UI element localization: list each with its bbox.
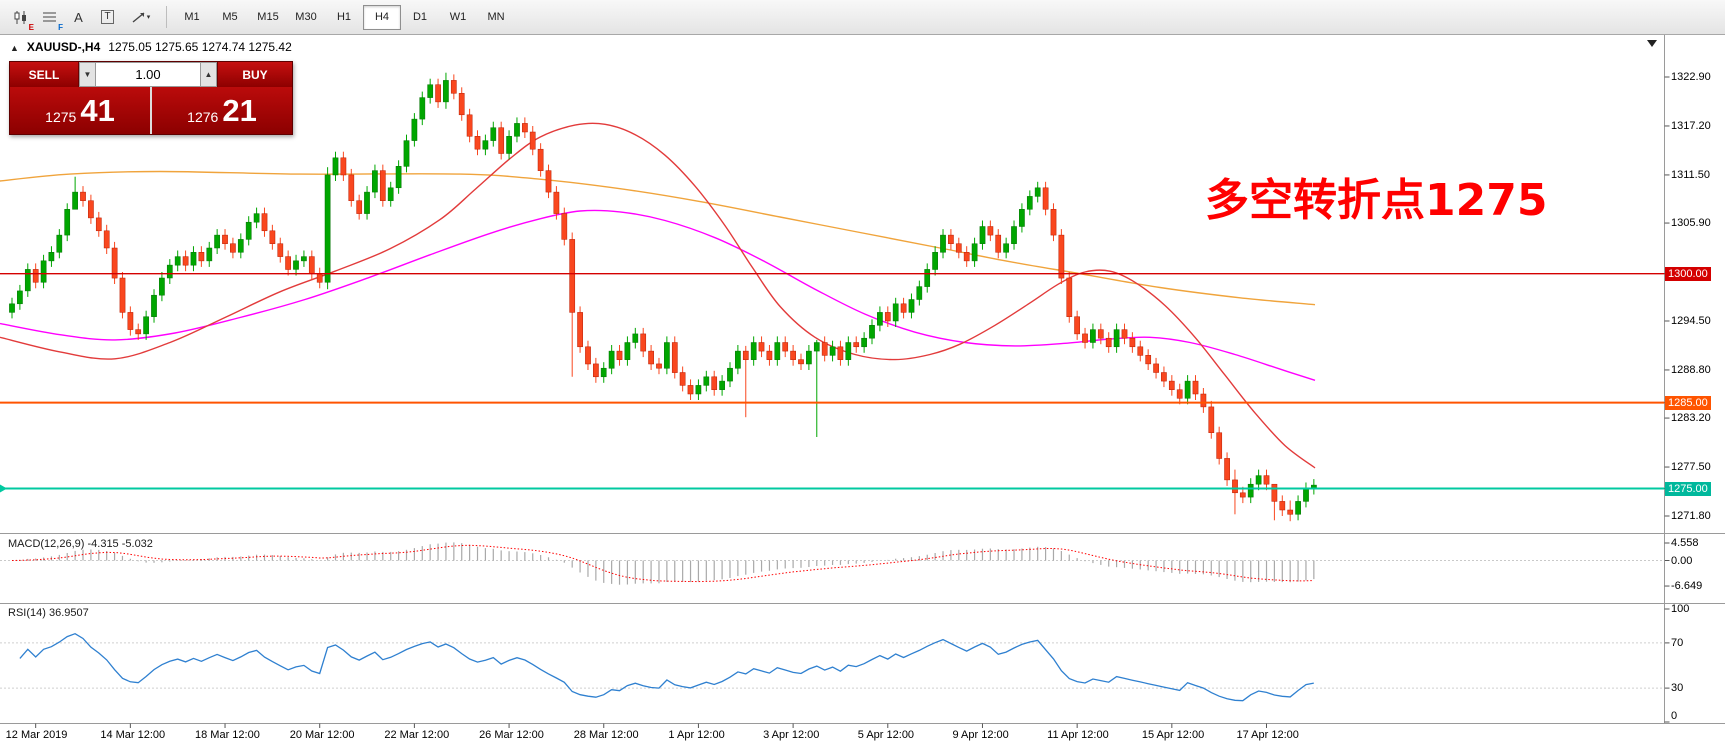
time-axis-label: 3 Apr 12:00 xyxy=(763,729,820,741)
time-axis-label: 14 Mar 12:00 xyxy=(100,729,166,741)
annotation-text: 多空转折点1275 xyxy=(1205,175,1548,226)
price-tick-label: 1277.50 xyxy=(1671,461,1711,474)
rsi-label: RSI(14) 36.9507 xyxy=(8,607,89,619)
indicator-list-icon xyxy=(43,12,56,21)
line-studies-button[interactable]: ▾ xyxy=(122,3,160,31)
rsi-axis-label: 100 xyxy=(1671,603,1690,615)
label-tool-icon: T xyxy=(101,10,114,24)
chart-header: ▲ XAUUSD-,H4 1275.05 1275.65 1274.74 127… xyxy=(10,40,292,54)
chart-corner-marker-icon xyxy=(1647,40,1657,47)
rsi-axis-label: 30 xyxy=(1671,682,1684,695)
sell-price-main: 1275 xyxy=(45,108,77,125)
text-tool-button[interactable]: A xyxy=(64,3,93,31)
tf-button-H4[interactable]: H4 xyxy=(363,4,401,30)
indicators-button[interactable]: F xyxy=(35,3,64,32)
price-tick-label: 1317.20 xyxy=(1671,119,1711,132)
buy-price-main: 1276 xyxy=(187,108,219,125)
macd-axis-label: 0.00 xyxy=(1671,554,1693,567)
icon-sub-letter: E xyxy=(28,23,34,32)
time-axis-label: 11 Apr 12:00 xyxy=(1047,729,1109,741)
macd-label: MACD(12,26,9) -4.315 -5.032 xyxy=(8,538,153,550)
tf-button-H1[interactable]: H1 xyxy=(336,11,352,23)
price-level-badge: 1275.00 xyxy=(1665,481,1711,496)
toolbar-separator xyxy=(166,6,167,28)
chevron-down-icon: ▾ xyxy=(146,14,151,21)
timeframe-group: M1 M5 M15 M30 H1 H4 D1 W1 MN xyxy=(173,4,515,30)
tf-button-W1[interactable]: W1 xyxy=(449,11,467,23)
label-tool-button[interactable]: T xyxy=(93,3,122,31)
volume-decrease-button[interactable]: ▼ xyxy=(79,62,96,87)
time-axis-label: 15 Apr 12:00 xyxy=(1141,729,1205,741)
price-tick-label: 1271.80 xyxy=(1671,510,1711,522)
text-tool-icon: A xyxy=(74,9,83,25)
rsi-axis-label: 0 xyxy=(1671,710,1678,722)
time-axis-label: 1 Apr 12:00 xyxy=(668,729,725,741)
sell-price-display[interactable]: 1275 41 xyxy=(10,87,150,134)
price-tick-label: 1294.50 xyxy=(1671,314,1711,327)
buy-price-pips: 21 xyxy=(222,93,257,128)
macd-axis-label: 4.558 xyxy=(1671,536,1699,549)
ma-orange xyxy=(0,170,1316,306)
time-axis-label: 9 Apr 12:00 xyxy=(952,729,1009,741)
trendline-icon xyxy=(132,11,145,23)
price-tick-label: 1311.50 xyxy=(1671,168,1710,181)
spin-down-icon: ▼ xyxy=(83,70,92,79)
tf-button-M30[interactable]: M30 xyxy=(295,11,317,23)
price-axis[interactable] xyxy=(1665,35,1725,724)
spin-up-icon: ▲ xyxy=(204,70,213,79)
time-axis-label: 5 Apr 12:00 xyxy=(857,729,915,741)
price-level-badge: 1300.00 xyxy=(1665,266,1711,281)
sell-price-pips: 41 xyxy=(80,93,115,128)
buy-button[interactable]: BUY xyxy=(217,62,292,87)
time-axis-label: 18 Mar 12:00 xyxy=(195,729,260,741)
sell-button[interactable]: SELL xyxy=(10,62,79,87)
macd-axis-label: -6.649 xyxy=(1671,580,1703,593)
price-tick-label: 1322.90 xyxy=(1671,71,1711,83)
time-axis-label: 26 Mar 12:00 xyxy=(479,729,544,741)
tf-button-M15[interactable]: M15 xyxy=(257,11,279,23)
rsi-axis-label: 70 xyxy=(1671,636,1684,649)
symbol-title: XAUUSD-,H4 xyxy=(26,40,101,54)
price-divider xyxy=(150,87,152,134)
ma-red xyxy=(0,122,1316,469)
tf-button-MN[interactable]: MN xyxy=(487,11,505,23)
time-axis-label: 17 Apr 12:00 xyxy=(1236,729,1299,741)
oneclick-collapse-arrow-icon[interactable]: ▲ xyxy=(10,43,19,53)
icon-sub-letter: F xyxy=(58,23,63,32)
volume-input[interactable] xyxy=(96,62,200,87)
toolbar: E F A T ▾ M1 M5 M15 M30 H1 H4 D1 W1 MN xyxy=(0,0,1725,35)
time-axis-label: 28 Mar 12:00 xyxy=(573,729,639,741)
price-tick-label: 1305.90 xyxy=(1671,217,1711,230)
buy-price-display[interactable]: 1276 21 xyxy=(152,87,292,134)
time-axis-label: 22 Mar 12:00 xyxy=(384,729,450,741)
tf-button-D1[interactable]: D1 xyxy=(412,11,428,23)
ma-magenta xyxy=(0,209,1316,381)
tf-button-M5[interactable]: M5 xyxy=(222,11,238,23)
price-level-badge: 1285.00 xyxy=(1665,395,1711,410)
chart-style-button[interactable]: E xyxy=(6,3,35,32)
price-tick-label: 1283.20 xyxy=(1671,412,1711,425)
one-click-trading-panel: SELL ▼ ▲ BUY 1275 41 1276 21 xyxy=(9,61,293,135)
ohlc-readout: 1275.05 1275.65 1274.74 1275.42 xyxy=(108,40,292,54)
tf-button-M1[interactable]: M1 xyxy=(184,11,200,23)
time-axis-label: 20 Mar 12:00 xyxy=(289,729,355,741)
time-axis-label: 12 Mar 2019 xyxy=(5,729,68,741)
candlestick-icon xyxy=(14,10,26,24)
volume-increase-button[interactable]: ▲ xyxy=(200,62,217,87)
price-tick-label: 1288.80 xyxy=(1671,363,1711,376)
